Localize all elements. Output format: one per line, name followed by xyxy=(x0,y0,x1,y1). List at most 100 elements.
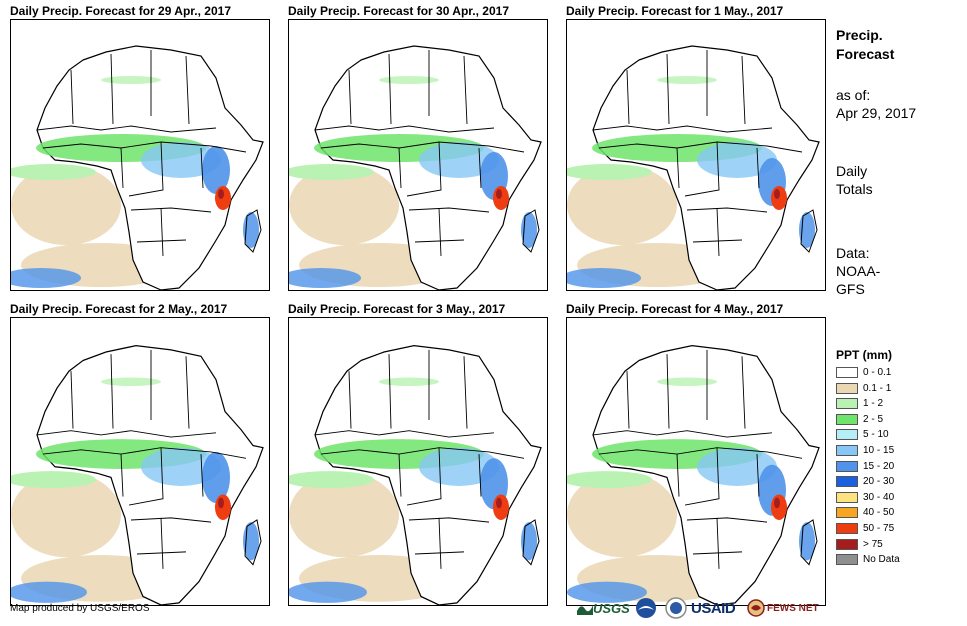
country-border xyxy=(398,147,402,189)
forecast-map[interactable] xyxy=(10,19,270,291)
country-border xyxy=(741,356,746,429)
country-border xyxy=(185,55,190,125)
country-border xyxy=(692,239,743,243)
country-border xyxy=(160,207,164,257)
country-border xyxy=(128,141,164,197)
precip-map-svg xyxy=(289,344,542,605)
east-coast-extreme-rain xyxy=(774,497,780,509)
east-coast-heavy-rain xyxy=(493,186,509,210)
precip-map-svg xyxy=(11,45,264,290)
forecast-map[interactable] xyxy=(288,317,548,606)
country-border xyxy=(406,141,442,197)
forecast-map[interactable] xyxy=(10,317,270,606)
sahara-rain-streak xyxy=(657,377,717,387)
country-border xyxy=(414,551,465,555)
usgs-logo: USGS xyxy=(577,595,630,621)
sahara-rain-streak xyxy=(379,76,439,84)
country-border xyxy=(684,141,720,197)
forecast-map[interactable] xyxy=(566,317,826,606)
ocean-light-rain xyxy=(567,472,677,558)
country-border xyxy=(110,53,114,125)
country-border xyxy=(408,517,490,523)
country-border xyxy=(160,517,164,569)
country-border xyxy=(120,147,124,189)
sahara-rain-streak xyxy=(101,377,161,387)
east-coast-extreme-rain xyxy=(774,189,780,199)
noaa-logo xyxy=(635,595,657,621)
legend-swatch xyxy=(836,507,858,519)
noaa-seal-icon xyxy=(636,598,656,618)
precip-map-svg xyxy=(567,344,820,605)
legend-swatch xyxy=(836,476,858,488)
country-border xyxy=(320,141,525,153)
fews-net-logo-text: FEWS NET xyxy=(767,602,819,614)
forecast-map[interactable] xyxy=(566,19,826,291)
precip-map-svg xyxy=(289,45,542,290)
totals-block: Daily Totals xyxy=(836,162,961,198)
country-border xyxy=(598,447,803,459)
ocean-rain-band xyxy=(11,164,96,180)
country-border xyxy=(716,517,720,569)
fews-globe-icon xyxy=(747,599,765,617)
legend-item: 30 - 40 xyxy=(836,491,956,505)
ocean-storm xyxy=(11,581,87,603)
country-border xyxy=(478,454,482,497)
forecast-map[interactable] xyxy=(288,19,548,291)
country-border xyxy=(110,354,114,429)
legend-swatch xyxy=(836,491,858,503)
legend-label: 50 - 75 xyxy=(863,523,895,534)
legend-swatch xyxy=(836,538,858,550)
totals-line1: Daily xyxy=(836,163,868,179)
country-border xyxy=(42,141,247,153)
legend-item: 2 - 5 xyxy=(836,413,956,427)
legend-label: 10 - 15 xyxy=(863,445,895,456)
legend-label: 2 - 5 xyxy=(863,413,884,425)
country-border xyxy=(741,55,746,125)
legend-label: No Data xyxy=(863,554,900,566)
ocean-storm xyxy=(289,268,361,288)
panel-title: Daily Precip. Forecast for 3 May., 2017 xyxy=(288,302,506,316)
ocean-light-rain xyxy=(11,472,121,558)
country-border xyxy=(200,454,204,497)
precip-map-svg xyxy=(567,45,820,290)
legend-swatch xyxy=(836,413,858,425)
usaid-logo: USAID xyxy=(691,595,736,621)
data-source-label: Data: xyxy=(836,245,870,261)
dhs-seal-logo xyxy=(665,595,687,621)
usgs-wave-icon xyxy=(577,605,593,615)
country-border xyxy=(676,147,680,189)
madagascar-outline xyxy=(522,209,540,253)
ocean-storm xyxy=(567,268,641,288)
ocean-light-rain xyxy=(11,165,121,245)
country-border xyxy=(463,55,468,125)
fews-net-logo: FEWS NET xyxy=(747,595,819,621)
country-border xyxy=(666,53,670,125)
country-border xyxy=(320,447,525,459)
sidebar-heading-line1: Precip. xyxy=(836,27,883,43)
ocean-light-rain xyxy=(289,165,399,245)
legend-swatch xyxy=(836,429,858,441)
madagascar-outline xyxy=(244,209,262,253)
legend-swatch xyxy=(836,523,858,534)
legend-swatch xyxy=(836,367,858,378)
legend-label: 1 - 2 xyxy=(863,398,884,410)
ocean-light-rain xyxy=(289,472,399,558)
country-border xyxy=(36,125,217,133)
as-of-label: as of: xyxy=(836,87,871,103)
country-border xyxy=(136,239,187,243)
country-border xyxy=(36,430,217,438)
ocean-light-rain xyxy=(567,165,677,245)
east-coast-rain xyxy=(202,146,230,194)
sahara-rain-streak xyxy=(379,377,439,387)
legend-item: 20 - 30 xyxy=(836,475,956,489)
country-border xyxy=(130,517,212,523)
ocean-storm xyxy=(289,581,367,603)
country-border xyxy=(592,125,773,133)
country-border xyxy=(348,69,352,125)
east-coast-rain xyxy=(202,451,230,503)
country-border xyxy=(185,356,190,429)
as-of-block: as of: Apr 29, 2017 xyxy=(836,86,961,122)
panel-title: Daily Precip. Forecast for 2 May., 2017 xyxy=(10,302,228,316)
precip-map-svg xyxy=(11,344,264,605)
legend-label: 5 - 10 xyxy=(863,429,889,441)
